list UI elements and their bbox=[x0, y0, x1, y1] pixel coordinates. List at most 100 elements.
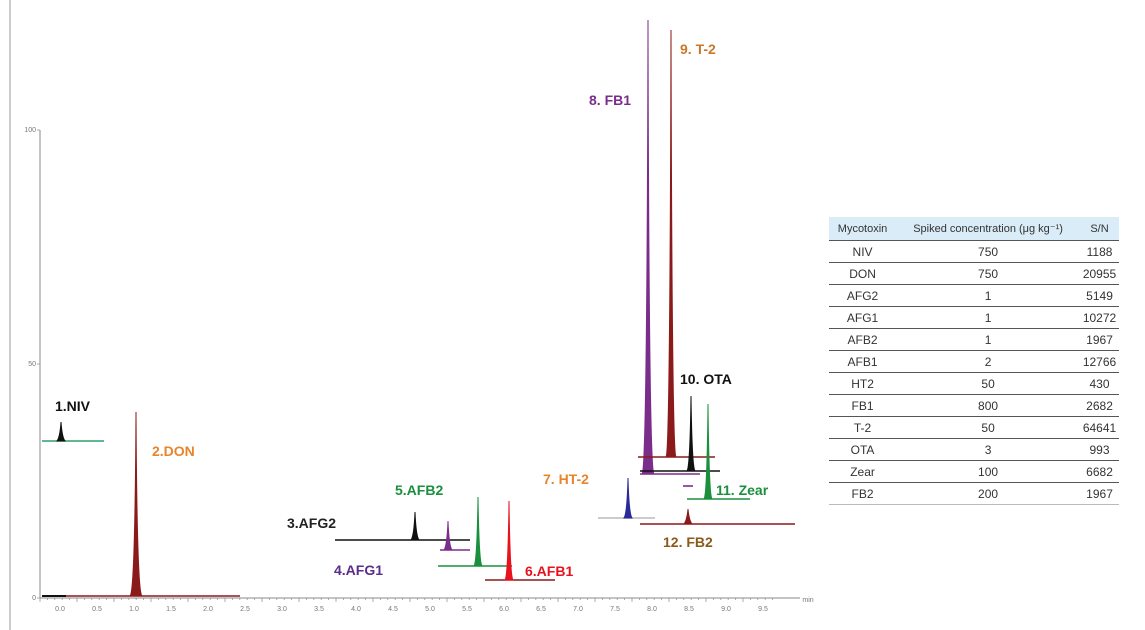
table-header-row: Mycotoxin Spiked concentration (μg kg⁻¹)… bbox=[829, 217, 1119, 241]
trace-6-afb1 bbox=[485, 500, 555, 581]
chromatogram-peak bbox=[128, 411, 144, 597]
x-axis-ticks: 0.0 0.5 1.0 1.5 2.0 2.5 3.0 3.5 4.0 4.5 5.0 5.5 6.0 6… bbox=[39, 597, 814, 613]
y-tick-label: 50 bbox=[28, 361, 36, 368]
trace-5-afb2 bbox=[438, 496, 512, 567]
x-tick-label: 9.0 bbox=[721, 606, 731, 613]
cell-spiked-concentration: 200 bbox=[896, 482, 1081, 505]
table-row: AFB2 1 1967 bbox=[829, 328, 1119, 351]
trace-2-don bbox=[42, 411, 240, 597]
x-tick-label: 4.5 bbox=[388, 606, 398, 613]
y-tick-label: 0 bbox=[32, 595, 36, 602]
x-axis-unit: min bbox=[802, 597, 813, 604]
table-row: FB2 200 1967 bbox=[829, 482, 1119, 505]
cell-sn: 10272 bbox=[1080, 306, 1119, 329]
cell-sn: 6682 bbox=[1080, 460, 1119, 483]
cell-spiked-concentration: 750 bbox=[896, 262, 1081, 285]
cell-mycotoxin: AFB1 bbox=[829, 350, 897, 373]
header-mycotoxin: Mycotoxin bbox=[829, 217, 897, 241]
chromatogram-peak bbox=[410, 511, 420, 541]
table-row: T-2 50 64641 bbox=[829, 416, 1119, 439]
table-row: AFB1 2 12766 bbox=[829, 350, 1119, 373]
peak-label: 7. HT-2 bbox=[543, 471, 589, 487]
table-row: AFG2 1 5149 bbox=[829, 284, 1119, 307]
x-tick-label: 7.0 bbox=[573, 606, 583, 613]
cell-sn: 993 bbox=[1080, 438, 1119, 461]
chromatogram-peak bbox=[443, 520, 453, 551]
cell-mycotoxin: AFG2 bbox=[829, 284, 897, 307]
chromatogram-peak bbox=[623, 477, 633, 519]
chromatogram-peak bbox=[640, 19, 656, 475]
cell-sn: 64641 bbox=[1080, 416, 1119, 439]
cell-mycotoxin: AFG1 bbox=[829, 306, 897, 329]
cell-sn: 1967 bbox=[1080, 482, 1119, 505]
cell-sn: 20955 bbox=[1080, 262, 1119, 285]
chromatogram-peak bbox=[504, 500, 514, 581]
peak-label: 10. OTA bbox=[680, 371, 732, 387]
trace-9-t-2 bbox=[638, 29, 715, 458]
trace-1-niv bbox=[42, 421, 104, 442]
x-tick-label: 5.5 bbox=[462, 606, 472, 613]
peak-label: 3.AFG2 bbox=[287, 515, 336, 531]
cell-spiked-concentration: 100 bbox=[896, 460, 1081, 483]
table-row: NIV 750 1188 bbox=[829, 240, 1119, 263]
chromatogram-traces bbox=[42, 19, 795, 597]
chromatogram-peak bbox=[683, 508, 693, 525]
trace-11-zear bbox=[687, 403, 750, 500]
cell-sn: 2682 bbox=[1080, 394, 1119, 417]
x-tick-label: 1.5 bbox=[166, 606, 176, 613]
cell-spiked-concentration: 1 bbox=[896, 306, 1081, 329]
x-tick-label: 8.0 bbox=[647, 606, 657, 613]
x-tick-label: 2.5 bbox=[240, 606, 250, 613]
y-axis-ticks: 0 50 100 bbox=[24, 127, 40, 602]
cell-sn: 430 bbox=[1080, 372, 1119, 395]
trace-3-afg2 bbox=[335, 511, 470, 541]
table-body: NIV 750 1188 DON 750 20955 AFG2 1 5149 AFG1 1 10272… bbox=[829, 240, 1119, 505]
peak-label: 8. FB1 bbox=[589, 92, 631, 108]
trace-4-afg1 bbox=[440, 520, 470, 551]
peak-label: 5.AFB2 bbox=[395, 482, 443, 498]
trace-8-fb1 bbox=[640, 19, 700, 475]
peak-label: 6.AFB1 bbox=[525, 563, 573, 579]
table-row: FB1 800 2682 bbox=[829, 394, 1119, 417]
cell-spiked-concentration: 1 bbox=[896, 328, 1081, 351]
x-tick-label: 1.0 bbox=[129, 606, 139, 613]
mycotoxin-table: Mycotoxin Spiked concentration (μg kg⁻¹)… bbox=[829, 217, 1119, 505]
peak-labels: 1.NIV 2.DON 3.AFG2 4.AFG1 5.AFB2 6.AFB1 7. HT-… bbox=[55, 41, 769, 579]
chart-axes: 0.0 0.5 1.0 1.5 2.0 2.5 3.0 3.5 4.0 4.5 5.0 5.5 6.0 6… bbox=[9, 0, 814, 630]
cell-spiked-concentration: 50 bbox=[896, 372, 1081, 395]
trace-7-ht-2 bbox=[598, 477, 655, 519]
peak-label: 1.NIV bbox=[55, 398, 91, 414]
header-sn: S/N bbox=[1080, 217, 1119, 241]
x-tick-label: 3.5 bbox=[314, 606, 324, 613]
chromatogram-peak bbox=[686, 395, 696, 472]
cell-spiked-concentration: 750 bbox=[896, 240, 1081, 263]
cell-sn: 5149 bbox=[1080, 284, 1119, 307]
x-tick-label: 4.0 bbox=[351, 606, 361, 613]
table-row: OTA 3 993 bbox=[829, 438, 1119, 461]
cell-mycotoxin: T-2 bbox=[829, 416, 897, 439]
x-tick-label: 0.0 bbox=[55, 606, 65, 613]
table-row: Zear 100 6682 bbox=[829, 460, 1119, 483]
cell-spiked-concentration: 2 bbox=[896, 350, 1081, 373]
x-tick-label: 0.5 bbox=[92, 606, 102, 613]
table-row: AFG1 1 10272 bbox=[829, 306, 1119, 329]
cell-mycotoxin: HT2 bbox=[829, 372, 897, 395]
chromatogram-peak bbox=[56, 421, 66, 442]
x-tick-label: 9.5 bbox=[758, 606, 768, 613]
cell-mycotoxin: OTA bbox=[829, 438, 897, 461]
x-tick-label: 2.0 bbox=[203, 606, 213, 613]
trace-12-fb2 bbox=[640, 508, 795, 525]
peak-label: 4.AFG1 bbox=[334, 562, 383, 578]
x-tick-label: 5.0 bbox=[425, 606, 435, 613]
cell-mycotoxin: AFB2 bbox=[829, 328, 897, 351]
y-tick-label: 100 bbox=[24, 127, 36, 134]
cell-sn: 1967 bbox=[1080, 328, 1119, 351]
cell-spiked-concentration: 1 bbox=[896, 284, 1081, 307]
x-tick-label: 6.0 bbox=[499, 606, 509, 613]
header-spiked-concentration: Spiked concentration (μg kg⁻¹) bbox=[896, 217, 1081, 241]
x-tick-label: 7.5 bbox=[610, 606, 620, 613]
cell-spiked-concentration: 3 bbox=[896, 438, 1081, 461]
table-row: DON 750 20955 bbox=[829, 262, 1119, 285]
cell-mycotoxin: DON bbox=[829, 262, 897, 285]
chromatogram-peak bbox=[473, 496, 483, 567]
